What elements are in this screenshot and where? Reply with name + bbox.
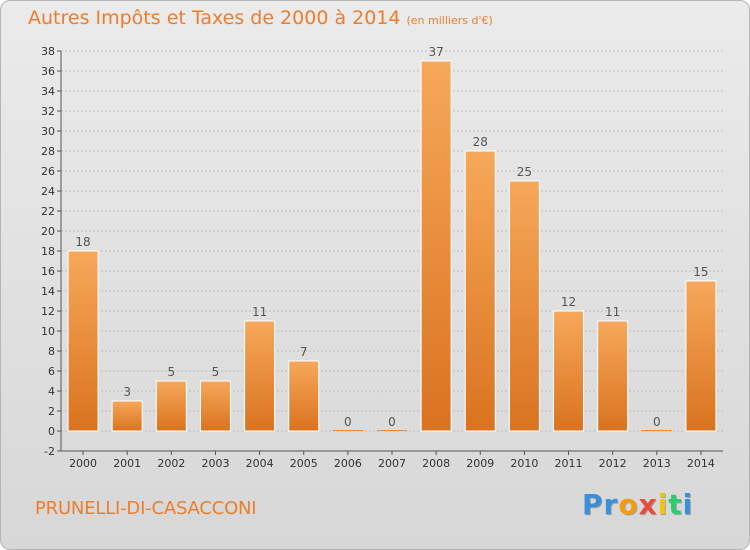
y-tick-label: 30	[41, 125, 55, 138]
bars	[67, 60, 717, 432]
y-tick-label: 36	[41, 65, 55, 78]
y-tick-label: 18	[41, 245, 55, 258]
data-label: 28	[473, 135, 488, 149]
bar	[199, 380, 231, 432]
logo-letter: i	[682, 488, 694, 521]
unit-label: (en milliers d'€)	[406, 14, 493, 27]
x-tick-label: 2011	[555, 457, 583, 470]
labels: -202468101214161820222426283032343638182…	[41, 45, 715, 470]
data-label: 5	[168, 365, 176, 379]
title-text: Autres Impôts et Taxes de 2000 à 2014	[28, 7, 401, 29]
bar	[155, 380, 187, 432]
bar	[641, 430, 672, 431]
data-label: 0	[344, 415, 352, 429]
data-label: 37	[428, 45, 443, 59]
y-tick-label: -2	[44, 445, 55, 458]
x-tick-label: 2009	[466, 457, 494, 470]
data-label: 12	[561, 295, 576, 309]
y-tick-label: 28	[41, 145, 55, 158]
x-tick-label: 2010	[510, 457, 538, 470]
y-tick-label: 32	[41, 105, 55, 118]
data-label: 11	[605, 305, 620, 319]
proxiti-logo: Proxiti	[582, 488, 693, 521]
y-tick-label: 14	[41, 285, 55, 298]
commune-name: PRUNELLI-DI-CASACCONI	[35, 498, 257, 519]
y-tick-label: 16	[41, 265, 55, 278]
y-tick-label: 10	[41, 325, 55, 338]
x-tick-label: 2001	[113, 457, 141, 470]
data-label: 15	[693, 265, 708, 279]
bar	[685, 280, 717, 432]
data-label: 0	[388, 415, 396, 429]
logo-letter: x	[638, 488, 658, 521]
bar	[111, 400, 143, 432]
data-label: 18	[75, 235, 90, 249]
bar	[67, 250, 99, 432]
x-tick-label: 2014	[687, 457, 715, 470]
data-label: 7	[300, 345, 308, 359]
bar	[597, 320, 629, 432]
axes	[57, 50, 723, 455]
logo-letter: o	[618, 488, 639, 521]
x-tick-label: 2002	[157, 457, 185, 470]
y-tick-label: 20	[41, 225, 55, 238]
bar	[464, 150, 496, 432]
x-tick-label: 2003	[201, 457, 229, 470]
x-tick-label: 2007	[378, 457, 406, 470]
y-tick-label: 12	[41, 305, 55, 318]
logo-letter: t	[668, 488, 683, 521]
bar	[244, 320, 276, 432]
y-tick-label: 24	[41, 185, 55, 198]
bar	[332, 430, 363, 431]
y-tick-label: 4	[48, 385, 55, 398]
logo-letter: r	[603, 488, 619, 521]
bar	[420, 60, 452, 432]
data-label: 3	[123, 385, 131, 399]
x-tick-label: 2000	[69, 457, 97, 470]
x-tick-label: 2004	[246, 457, 274, 470]
bar	[553, 310, 585, 432]
y-tick-label: 2	[48, 405, 55, 418]
y-tick-label: 0	[48, 425, 55, 438]
y-tick-label: 26	[41, 165, 55, 178]
bar	[377, 430, 407, 431]
chart-title: Autres Impôts et Taxes de 2000 à 2014 (en…	[28, 7, 493, 29]
x-tick-label: 2005	[290, 457, 318, 470]
y-tick-label: 34	[41, 85, 55, 98]
bar	[288, 360, 320, 432]
bar	[508, 180, 540, 432]
x-tick-label: 2013	[643, 457, 671, 470]
logo-letter: i	[657, 488, 669, 521]
logo-letter: P	[582, 488, 604, 521]
x-tick-label: 2006	[334, 457, 362, 470]
y-tick-label: 6	[48, 365, 55, 378]
data-label: 25	[517, 165, 532, 179]
data-label: 11	[252, 305, 267, 319]
data-label: 0	[653, 415, 661, 429]
x-tick-label: 2012	[599, 457, 627, 470]
y-tick-label: 22	[41, 205, 55, 218]
y-tick-label: 8	[48, 345, 55, 358]
x-tick-label: 2008	[422, 457, 450, 470]
y-tick-label: 38	[41, 45, 55, 58]
data-label: 5	[212, 365, 220, 379]
